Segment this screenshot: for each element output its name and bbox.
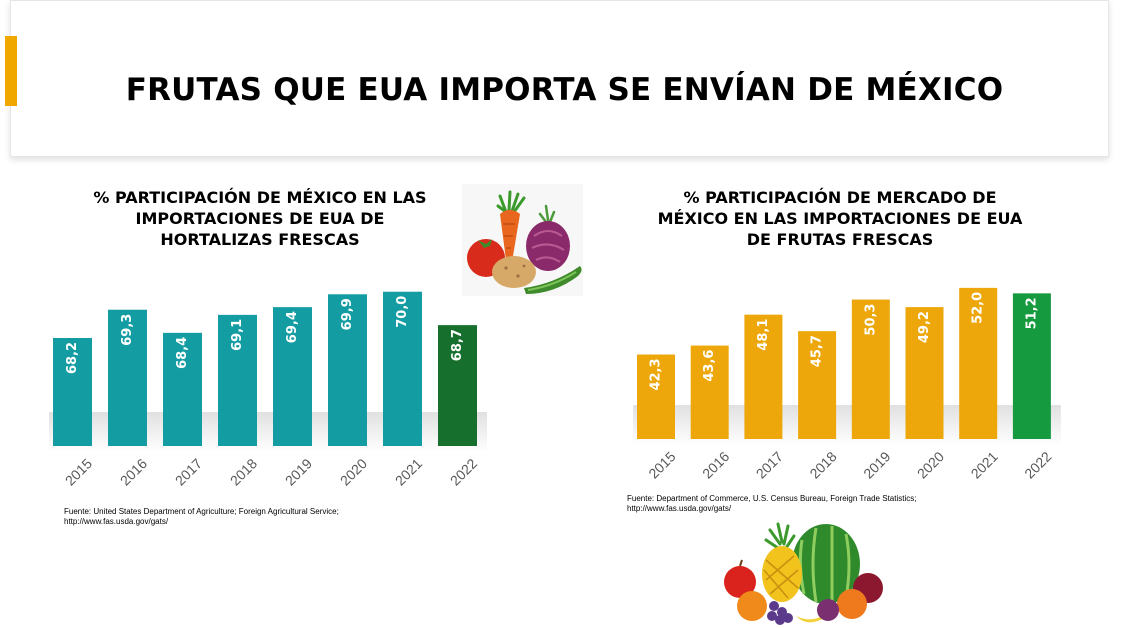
fruits-chart-title: % PARTICIPACIÓN DE MERCADO DE MÉXICO EN … [640, 187, 1040, 250]
vegetables-chart-value-label-2015: 68,2 [65, 342, 80, 374]
vegetables-chart-bar-2018 [218, 314, 257, 446]
fruits-chart-value-label-2019: 50,3 [863, 304, 878, 336]
vegetables-chart-source: Fuente: United States Department of Agri… [64, 507, 344, 527]
vegetables-illustration [462, 184, 583, 296]
fruits-chart-tick-label-2018: 2018 [806, 448, 839, 481]
vegetables-chart-bar-2016 [108, 309, 147, 446]
fruits-chart-title-line-1: % PARTICIPACIÓN DE MERCADO DE [683, 188, 997, 207]
fruits-chart-value-label-2017: 48,1 [756, 319, 771, 351]
fruits-chart-bar-2017 [744, 314, 783, 439]
vegetables-source-line-2: http://www.fas.usda.gov/gats/ [64, 517, 169, 526]
vegetables-chart-bar-2017 [163, 332, 202, 446]
fruits-chart-tick-label-2019: 2019 [860, 448, 893, 481]
vegetables-chart-value-label-2018: 69,1 [230, 319, 245, 351]
fruits-chart-bar-2019 [851, 299, 890, 439]
vegetables-chart-value-label-2019: 69,4 [285, 311, 300, 343]
fruits-chart-value-label-2018: 45,7 [810, 335, 825, 367]
vegetables-chart-bar-2019 [273, 307, 312, 446]
fruits-chart-tick-label-2016: 2016 [699, 448, 732, 481]
vegetables-chart-bar-2020 [328, 294, 367, 446]
fruits-chart-value-label-2022: 51,2 [1024, 297, 1039, 329]
vegetables-chart-title-line-2: IMPORTACIONES DE EUA DE [135, 209, 385, 228]
fruits-chart-tick-label-2020: 2020 [914, 448, 947, 481]
vegetables-chart-bar-2021 [383, 291, 422, 446]
fruits-chart-source: Fuente: Department of Commerce, U.S. Cen… [627, 494, 927, 514]
fruits-chart-value-label-2016: 43,6 [702, 350, 717, 382]
fruits-chart-bar-2020 [905, 307, 944, 439]
fruits-chart-bar-2015 [637, 354, 675, 439]
fruits-chart-bar-2021 [959, 287, 998, 439]
fruits-chart-tick-label-2022: 2022 [1021, 448, 1054, 481]
vegetables-chart-title-line-3: HORTALIZAS FRESCAS [160, 230, 360, 249]
fruits-chart-tick-label-2021: 2021 [968, 448, 1001, 481]
fruits-chart-tick-label-2015: 2015 [645, 448, 678, 481]
title-box [10, 0, 1109, 157]
vegetables-chart-value-label-2017: 68,4 [175, 337, 190, 369]
page-title: FRUTAS QUE EUA IMPORTA SE ENVÍAN DE MÉXI… [125, 72, 1004, 108]
vegetables-chart-value-label-2022: 68,7 [450, 329, 465, 361]
fruits-chart-bar-2018 [798, 331, 837, 439]
fruits-source-line-2: http://www.fas.usda.gov/gats/ [627, 504, 732, 513]
vegetables-chart-value-label-2020: 69,9 [340, 298, 355, 330]
fruits-chart-title-line-2: MÉXICO EN LAS IMPORTACIONES DE EUA [657, 209, 1023, 228]
vegetables-chart-value-label-2016: 69,3 [120, 314, 135, 346]
vegetables-chart-bar-2022 [438, 325, 477, 446]
accent-bar [5, 36, 17, 106]
fruits-source-line-1: Fuente: Department of Commerce, U.S. Cen… [627, 494, 917, 503]
fruits-chart-title-line-3: DE FRUTAS FRESCAS [746, 230, 934, 249]
vegetables-chart-title-line-1: % PARTICIPACIÓN DE MÉXICO EN LAS [93, 188, 427, 207]
fruits-illustration [724, 522, 883, 625]
vegetables-chart-bar-2015 [53, 338, 92, 446]
vegetables-chart-value-label-2021: 70,0 [395, 296, 410, 328]
fruits-chart-value-label-2020: 49,2 [917, 311, 932, 343]
fruits-chart-bar-2016 [690, 345, 729, 439]
fruits-chart-bar-2022 [1012, 293, 1051, 439]
fruits-chart-tick-label-2017: 2017 [753, 448, 786, 481]
fruits-chart-value-label-2021: 52,0 [971, 292, 986, 324]
fruits-chart-value-label-2015: 42,3 [649, 358, 664, 390]
vegetables-chart-title: % PARTICIPACIÓN DE MÉXICO EN LAS IMPORTA… [80, 187, 440, 250]
vegetables-source-line-1: Fuente: United States Department of Agri… [64, 507, 339, 516]
